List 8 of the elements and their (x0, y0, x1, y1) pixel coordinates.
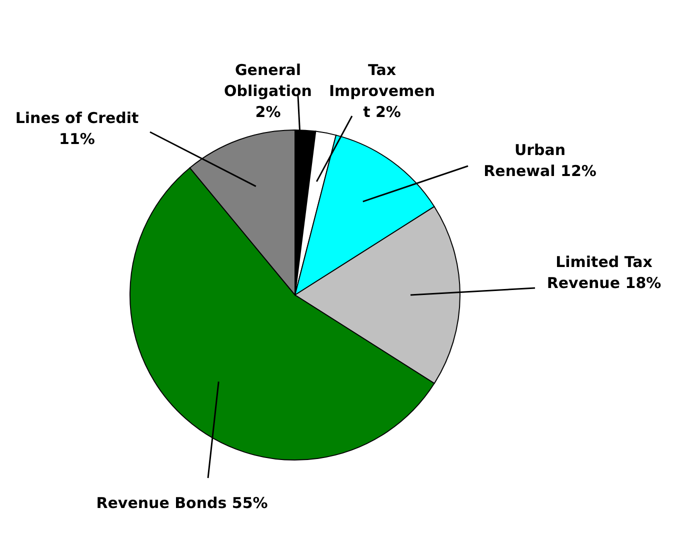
slice-label: Tax Improvement 2% (328, 61, 436, 121)
slice-label: Lines of Credit (15, 109, 139, 127)
slice-label: Limited Tax Revenue 18% (546, 253, 662, 292)
slice-label: Urban Renewal 12% (484, 141, 596, 180)
data-label: 2% (255, 103, 281, 121)
slice-label: Revenue Bonds 55% (96, 494, 268, 512)
slice-label: General Obligation (224, 61, 312, 100)
data-label: 11% (59, 130, 95, 148)
